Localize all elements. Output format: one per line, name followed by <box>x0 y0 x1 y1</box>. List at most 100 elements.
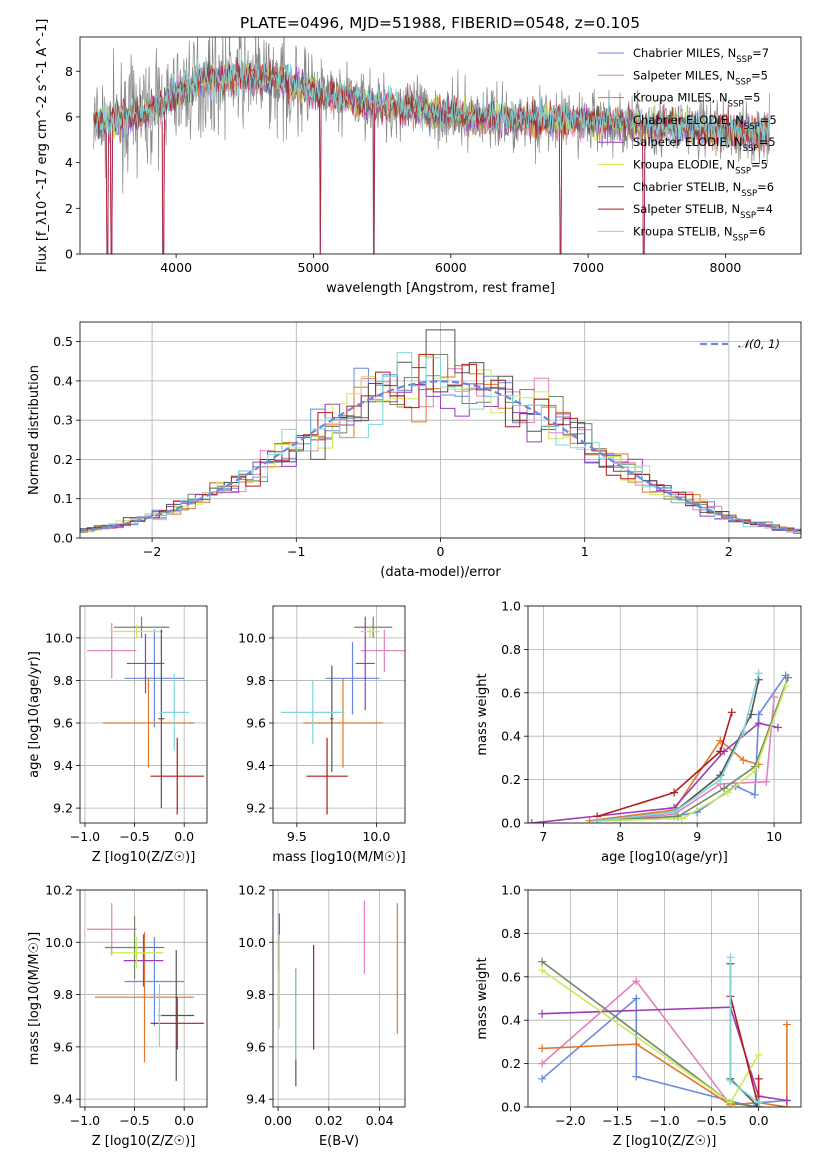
chart-spectrum: 4000 5000 6000 7000 8000 0 2 4 6 8 wavelength [Ang… <box>35 19 802 296</box>
y-tick-label: 0.6 <box>501 969 521 984</box>
y-tick-label: 0.2 <box>501 1056 521 1071</box>
x-tick-label: −1.0 <box>649 1113 679 1128</box>
legend-entry: Chabrier STELIB, NSSP=6 <box>633 180 774 199</box>
x-tick-label: 7 <box>539 829 547 844</box>
series-marker <box>632 994 641 1003</box>
legend-entry: Kroupa STELIB, NSSP=6 <box>633 224 765 243</box>
series-marker <box>538 1074 547 1083</box>
series-marker <box>538 957 547 966</box>
series-marker <box>750 790 759 799</box>
axes-frame <box>527 889 802 1108</box>
series-marker <box>670 788 679 797</box>
axes-frame <box>272 605 406 824</box>
series-marker <box>632 1040 641 1049</box>
series-marker <box>677 814 686 823</box>
series-marker <box>716 775 725 784</box>
y-tick-label: 10.2 <box>238 883 266 898</box>
axes-frame <box>79 889 208 1108</box>
plot-area <box>86 903 205 1081</box>
x-tick-label: −2.0 <box>555 1113 585 1128</box>
y-axis-label: mass weight <box>475 957 490 1039</box>
legend-entry: Kroupa MILES, NSSP=5 <box>633 91 760 110</box>
chart-massweight_vs_age: 7 8 9 10 0.0 0.2 0.4 0.6 0.8 1.0 age [log10(age/yr… <box>475 599 802 865</box>
plot-area <box>538 953 791 1107</box>
y-tick-label: 9.4 <box>53 758 73 773</box>
x-tick-label: −2 <box>143 544 161 559</box>
axes-frame <box>79 36 802 255</box>
series-marker <box>754 669 763 678</box>
series-marker <box>773 723 782 732</box>
series-marker <box>632 977 641 986</box>
x-tick-label: 0.02 <box>315 1113 343 1128</box>
model-spectrum-line <box>93 55 770 147</box>
y-tick-label: 0.3 <box>53 413 73 428</box>
plot-area <box>80 329 801 535</box>
x-tick-label: 5000 <box>298 260 330 275</box>
y-tick-label: 0.0 <box>53 531 73 546</box>
y-tick-label: 1.0 <box>501 599 521 614</box>
x-tick-label: 6000 <box>435 260 467 275</box>
series-marker <box>754 1074 763 1083</box>
y-tick-label: 9.6 <box>53 716 73 731</box>
y-tick-label: 9.4 <box>246 758 266 773</box>
x-tick-label: 2 <box>725 544 733 559</box>
y-tick-label: 0.8 <box>501 642 521 657</box>
chart-residuals: −2 −1 0 1 2 0.0 0.1 0.2 0.3 0.4 0.5 (data-model)/er… <box>27 321 802 580</box>
series-marker <box>716 747 725 756</box>
y-tick-label: 0.4 <box>501 729 521 744</box>
legend-entry: Salpeter STELIB, NSSP=4 <box>633 202 773 221</box>
series-marker <box>770 693 779 702</box>
series-marker <box>754 1050 763 1059</box>
y-axis-label: mass weight <box>475 673 490 755</box>
x-tick-label: −0.5 <box>696 1113 726 1128</box>
x-tick-label: 9.5 <box>287 829 307 844</box>
legend-entry: Kroupa ELODIE, NSSP=5 <box>633 158 768 177</box>
series-marker <box>783 673 792 682</box>
x-tick-label: −1.5 <box>602 1113 632 1128</box>
chart-age_vs_Z: −1.0 −0.5 0.0 9.2 9.4 9.6 9.8 10.0 Z [log10(Z/Z☉… <box>27 605 208 865</box>
series-marker <box>754 710 763 719</box>
series-marker <box>750 766 759 775</box>
y-tick-label: 0 <box>65 247 73 262</box>
chart-mass_vs_ebv: 0.00 0.02 0.04 9.4 9.6 9.8 10.0 10.2 E(B-V) <box>238 883 406 1149</box>
series-marker <box>782 1096 791 1105</box>
chart-massweight_vs_Z: −2.0 −1.5 −1.0 −0.5 0.0 0.0 0.2 0.4 0.6 0.8 1.0 Z [… <box>475 883 802 1149</box>
series-marker <box>538 1059 547 1068</box>
y-tick-label: 0.4 <box>501 1013 521 1028</box>
y-axis-label: Normed distribution <box>27 365 42 495</box>
y-tick-label: 9.6 <box>246 1039 266 1054</box>
x-tick-label: 0.0 <box>174 829 194 844</box>
axes-frame <box>527 605 802 824</box>
x-tick-label: −1.0 <box>70 1113 100 1128</box>
series-line <box>596 712 733 818</box>
chart-age_vs_mass: 9.5 10.0 9.2 9.4 9.6 9.8 10.0 mass [log10(M/M☉)… <box>238 605 406 865</box>
series-marker <box>739 727 748 736</box>
x-axis-label: mass [log10(M/M☉)] <box>272 850 405 865</box>
series-marker <box>632 1072 641 1081</box>
y-tick-label: 10.0 <box>45 935 73 950</box>
series-marker <box>538 1044 547 1053</box>
y-tick-label: 0.0 <box>501 816 521 831</box>
axes-frame <box>79 321 802 539</box>
y-tick-label: 0.0 <box>501 1100 521 1115</box>
y-tick-label: 4 <box>65 155 73 170</box>
series-line <box>541 996 787 1107</box>
series-marker <box>726 1076 735 1085</box>
x-tick-label: 1 <box>581 544 589 559</box>
legend: Chabrier MILES, NSSP=7 Salpeter MILES, NS… <box>598 46 777 243</box>
y-tick-label: 9.6 <box>53 1039 73 1054</box>
series-marker <box>782 1020 791 1029</box>
legend-entry: Chabrier ELODIE, NSSP=5 <box>633 113 777 132</box>
y-axis-label: mass [log10(M/M☉)] <box>27 932 42 1065</box>
series-marker <box>781 682 790 691</box>
x-tick-label: 4000 <box>160 260 192 275</box>
plot-area <box>93 37 770 254</box>
y-tick-label: 10.0 <box>238 630 266 645</box>
y-tick-label: 1.0 <box>501 883 521 898</box>
y-tick-label: 10.0 <box>238 935 266 950</box>
y-tick-label: 9.8 <box>246 987 266 1002</box>
plot-area <box>280 616 405 815</box>
x-axis-label: E(B-V) <box>319 1134 359 1149</box>
legend-entry: 𝒩(0, 1) <box>738 337 780 351</box>
